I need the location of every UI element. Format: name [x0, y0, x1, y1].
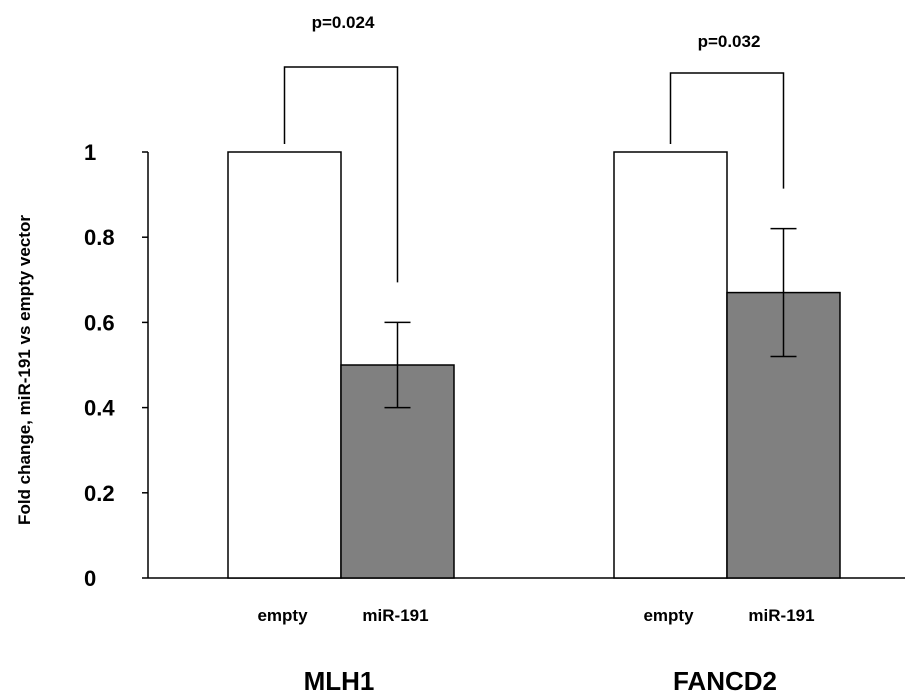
significance-bracket	[669, 72, 785, 189]
y-tick-label: 0	[84, 566, 96, 591]
x-tick-label: empty	[643, 606, 694, 625]
y-tick-label: 0.6	[84, 310, 115, 335]
y-tick-label: 0.8	[84, 225, 115, 250]
bar-mlh1-empty	[227, 151, 342, 579]
p-value-label: p=0.024	[312, 13, 375, 32]
y-tick-label: 0.2	[84, 481, 115, 506]
group-label-mlh1: MLH1	[304, 666, 375, 696]
bar-fancd2-empty	[613, 151, 728, 579]
y-axis-label-group: Fold change, miR-191 vs empty vector	[15, 215, 34, 525]
x-tick-label: miR-191	[748, 606, 814, 625]
y-axis-label: Fold change, miR-191 vs empty vector	[15, 215, 34, 525]
y-tick-label: 1	[84, 140, 96, 165]
x-tick-label: miR-191	[362, 606, 428, 625]
significance-bracket	[283, 66, 399, 283]
y-tick-label: 0.4	[84, 396, 115, 421]
bars-layer	[227, 66, 841, 579]
group-label-fancd2: FANCD2	[673, 666, 777, 696]
x-tick-label: empty	[257, 606, 308, 625]
labels-layer: 0 0.2 0.4 0.6 0.8 1 empty miR-191 p=0.024 MLH1 emp…	[84, 13, 815, 696]
p-value-label: p=0.032	[698, 32, 761, 51]
